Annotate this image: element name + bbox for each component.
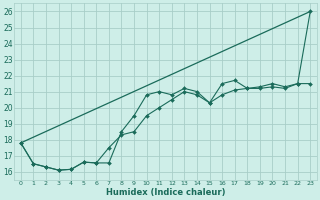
X-axis label: Humidex (Indice chaleur): Humidex (Indice chaleur) bbox=[106, 188, 225, 197]
